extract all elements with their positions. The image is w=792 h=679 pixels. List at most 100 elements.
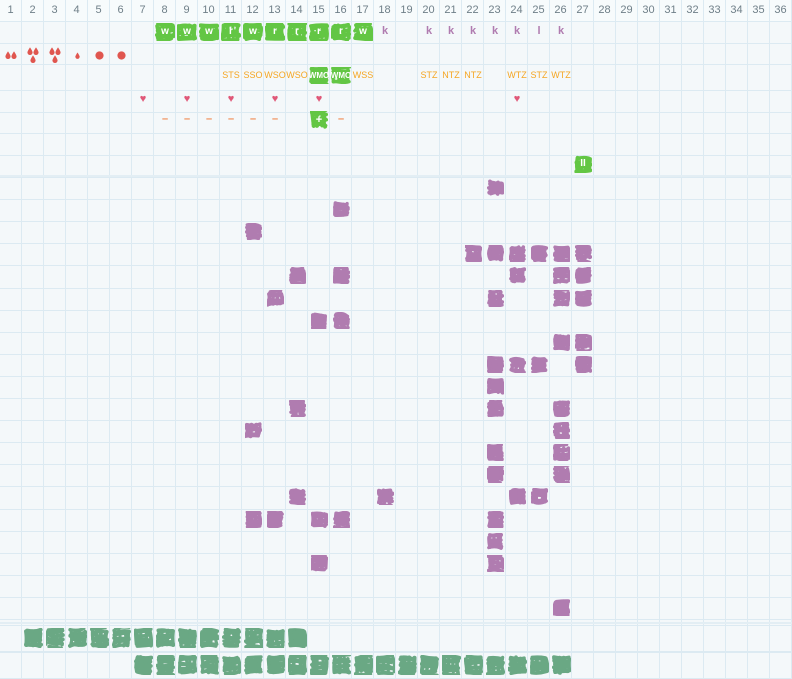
column-header-16[interactable]: 16 [330,0,352,21]
column-header-3[interactable]: 3 [44,0,66,21]
footer-bar-lower-day-16[interactable] [332,655,351,675]
column-header-15[interactable]: 15 [308,0,330,21]
temperature-mark-day-26-level-20[interactable] [553,599,570,616]
intercourse-heart-day-15[interactable]: ♥ [315,93,323,105]
temperature-mark-day-27-level-8[interactable] [575,334,592,351]
intercourse-heart-day-24[interactable]: ♥ [513,93,521,105]
mucus-blob-day-17[interactable]: w [353,23,373,41]
mucus-blob-day-16[interactable]: r [331,23,351,41]
temperature-mark-day-16-level-16[interactable] [333,511,350,528]
temperature-mark-day-18-level-15[interactable] [377,488,394,505]
temperature-mark-day-26-level-12[interactable] [553,422,570,439]
mucus-blob-day-9[interactable]: w [177,23,197,41]
observation-code-day-16[interactable]: WMO [331,67,351,84]
column-header-5[interactable]: 5 [88,0,110,21]
footer-bar-lower-day-10[interactable] [200,655,219,675]
bleeding-mark-day-3[interactable] [44,45,66,65]
footer-bar-upper-day-7[interactable] [134,628,153,648]
column-header-24[interactable]: 24 [506,0,528,21]
temperature-mark-day-26-level-11[interactable] [553,400,570,417]
temperature-mark-day-12-level-12[interactable] [245,422,262,439]
temperature-mark-day-23-level-4[interactable] [487,245,504,262]
column-header-12[interactable]: 12 [242,0,264,21]
mucus-blob-day-8[interactable]: w [155,23,175,41]
footer-bar-upper-day-12[interactable] [244,628,263,648]
bleeding-mark-day-5[interactable] [88,45,110,65]
column-header-27[interactable]: 27 [572,0,594,21]
bleeding-mark-day-4[interactable] [66,45,88,65]
footer-bar-lower-day-26[interactable] [552,655,571,675]
column-header-36[interactable]: 36 [770,0,792,21]
bleeding-mark-day-2[interactable] [22,45,44,65]
footer-bar-upper-day-5[interactable] [90,628,109,648]
intercourse-heart-day-13[interactable]: ♥ [271,93,279,105]
temperature-mark-day-14-level-5[interactable] [289,267,306,284]
column-header-9[interactable]: 9 [176,0,198,21]
temperature-mark-day-27-level-9[interactable] [575,356,592,373]
column-header-10[interactable]: 10 [198,0,220,21]
temperature-mark-day-23-level-17[interactable] [487,533,504,550]
column-header-8[interactable]: 8 [154,0,176,21]
footer-bar-upper-day-9[interactable] [178,628,197,648]
footer-bar-lower-day-15[interactable] [310,655,329,675]
intercourse-heart-day-7[interactable]: ♥ [139,93,147,105]
temperature-mark-day-14-level-11[interactable] [289,400,306,417]
observation-code-day-15[interactable]: WMO [309,67,329,84]
temperature-mark-day-24-level-15[interactable] [509,488,526,505]
footer-bar-lower-day-25[interactable] [530,655,549,675]
column-header-26[interactable]: 26 [550,0,572,21]
temperature-mark-day-16-level-7[interactable] [333,312,350,329]
footer-bar-lower-day-8[interactable] [156,655,175,675]
temperature-mark-day-22-level-4[interactable] [465,245,482,262]
temperature-mark-day-23-level-14[interactable] [487,466,504,483]
temperature-mark-day-14-level-15[interactable] [289,488,306,505]
column-header-4[interactable]: 4 [66,0,88,21]
footer-bar-lower-day-22[interactable] [464,655,483,675]
column-header-34[interactable]: 34 [726,0,748,21]
column-header-6[interactable]: 6 [110,0,132,21]
mucus-blob-day-11[interactable]: r [221,23,241,41]
footer-bar-upper-day-13[interactable] [266,628,285,648]
footer-bar-lower-day-13[interactable] [266,655,285,675]
column-header-29[interactable]: 29 [616,0,638,21]
footer-bar-lower-day-14[interactable] [288,655,307,675]
mucus-blob-day-15[interactable]: r [309,23,329,41]
temperature-mark-day-26-level-4[interactable] [553,245,570,262]
footer-bar-lower-day-23[interactable] [486,655,505,675]
temperature-mark-day-15-level-16[interactable] [311,511,328,528]
temperature-mark-day-13-level-6[interactable] [267,290,284,307]
temperature-mark-day-26-level-8[interactable] [553,334,570,351]
footer-bar-upper-day-8[interactable] [156,628,175,648]
temperature-mark-day-27-level-6[interactable] [575,290,592,307]
footer-bar-upper-day-6[interactable] [112,628,131,648]
column-header-23[interactable]: 23 [484,0,506,21]
column-header-1[interactable]: 1 [0,0,22,21]
footer-bar-lower-day-12[interactable] [244,655,263,675]
temperature-mark-day-23-level-6[interactable] [487,290,504,307]
column-header-20[interactable]: 20 [418,0,440,21]
intercourse-heart-day-9[interactable]: ♥ [183,93,191,105]
footer-bar-upper-day-14[interactable] [288,628,307,648]
column-header-14[interactable]: 14 [286,0,308,21]
column-header-30[interactable]: 30 [638,0,660,21]
temperature-mark-day-12-level-16[interactable] [245,511,262,528]
footer-bar-upper-day-4[interactable] [68,628,87,648]
footer-bar-upper-day-10[interactable] [200,628,219,648]
temperature-mark-day-24-level-5[interactable] [509,267,526,284]
footer-bar-lower-day-19[interactable] [398,655,417,675]
column-header-22[interactable]: 22 [462,0,484,21]
column-header-19[interactable]: 19 [396,0,418,21]
column-header-28[interactable]: 28 [594,0,616,21]
footer-bar-lower-day-7[interactable] [134,655,153,675]
temperature-mark-day-24-level-9[interactable] [509,356,526,373]
temperature-mark-day-15-level-7[interactable] [311,312,328,329]
footer-bar-lower-day-17[interactable] [354,655,373,675]
temperature-mark-day-27-level-5[interactable] [575,267,592,284]
temperature-mark-day-23-level-13[interactable] [487,444,504,461]
footer-bar-upper-day-3[interactable] [46,628,65,648]
temperature-mark-day-25-level-4[interactable] [531,245,548,262]
peak-day-marker-day-15[interactable]: + [310,111,328,129]
column-header-33[interactable]: 33 [704,0,726,21]
temperature-mark-day-26-level-14[interactable] [553,466,570,483]
mucus-blob-day-10[interactable]: w [199,23,219,41]
